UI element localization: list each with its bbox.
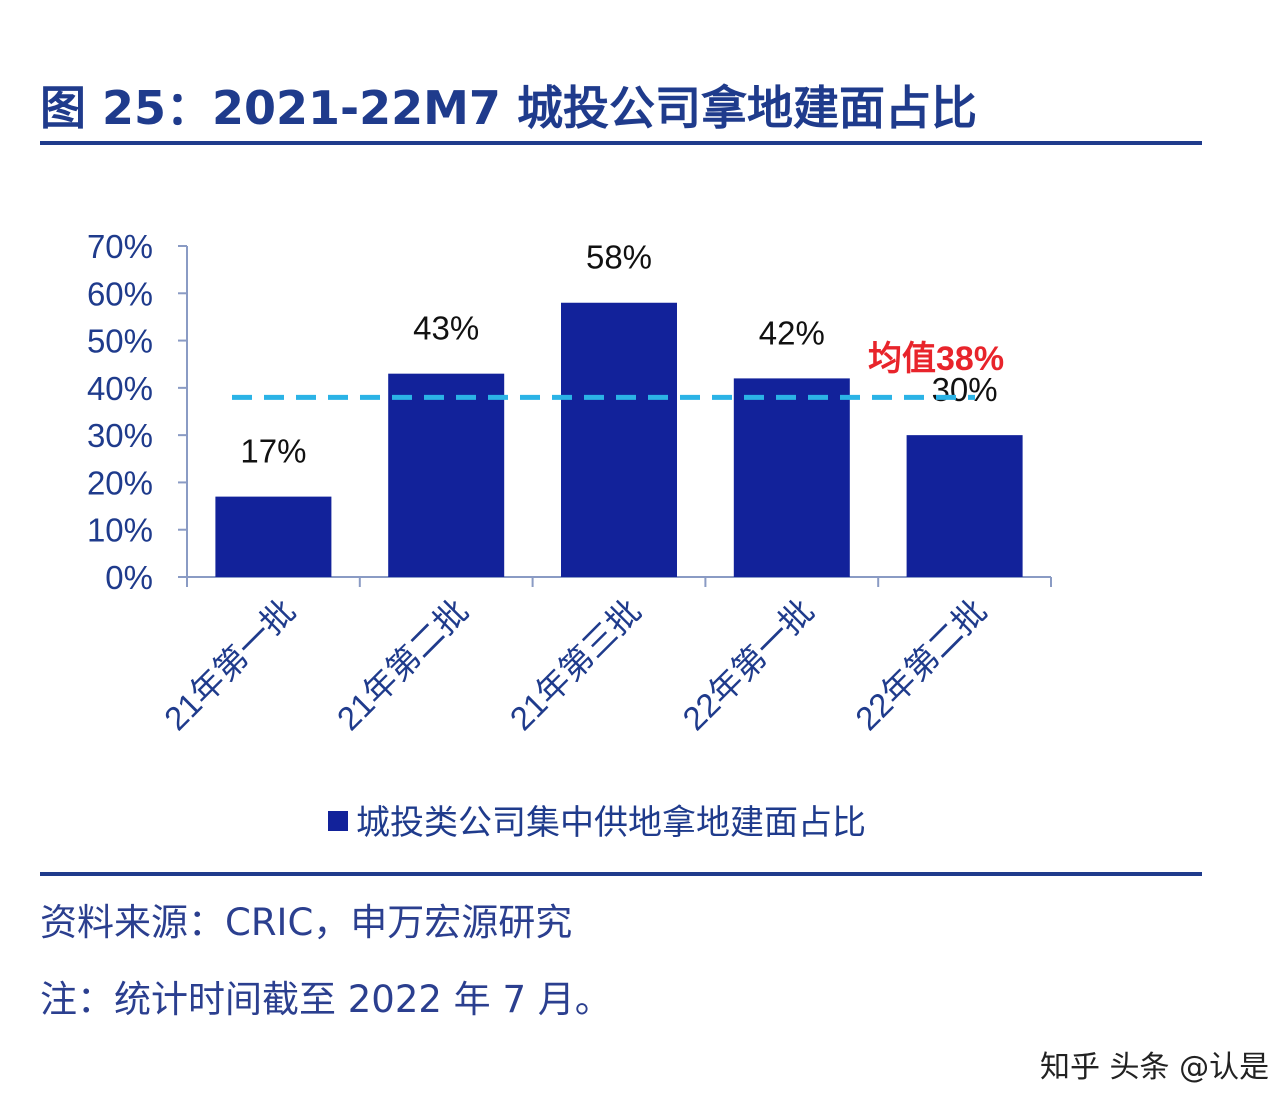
bar xyxy=(561,302,677,577)
legend-label: 城投类公司集中供地拿地建面占比 xyxy=(356,804,866,842)
data-label: 17% xyxy=(240,433,306,470)
source-note: 资料来源：CRIC，申万宏源研究 xyxy=(40,901,573,944)
y-tick-label: 0% xyxy=(105,559,153,596)
x-category-label: 21年第二批 xyxy=(330,592,475,737)
y-tick-label: 20% xyxy=(87,464,153,501)
data-label: 30% xyxy=(932,371,998,408)
title-divider xyxy=(40,141,1202,145)
y-tick-label: 30% xyxy=(87,417,153,454)
y-axis: 0% 10% 20% 30% 40% 50% 60% 70% xyxy=(87,228,188,596)
legend: 城投类公司集中供地拿地建面占比 xyxy=(328,804,866,842)
data-label: 42% xyxy=(759,314,825,351)
footnote: 注：统计时间截至 2022 年 7 月。 xyxy=(40,978,612,1021)
bar xyxy=(733,378,850,577)
bar-chart: 0% 10% 20% 30% 40% 50% 60% 70% 21年第一批 21年第二批 21年第… xyxy=(87,228,1052,842)
figure-title: 图 25：2021-22M7 城投公司拿地建面占比 xyxy=(40,81,977,135)
y-tick-label: 50% xyxy=(87,323,153,360)
y-tick-label: 60% xyxy=(87,275,153,312)
y-tick-label: 70% xyxy=(87,228,153,265)
data-labels: 17% 43% 58% 42% 30% xyxy=(240,239,997,470)
bar xyxy=(906,435,1023,577)
y-tick-label: 40% xyxy=(87,370,153,407)
bar-series xyxy=(215,302,1023,577)
mean-label: 均值38% xyxy=(868,340,1004,378)
bar xyxy=(388,373,505,577)
footer-divider xyxy=(40,872,1202,876)
data-label: 43% xyxy=(413,310,479,347)
x-category-label: 21年第三批 xyxy=(502,592,647,737)
data-label: 58% xyxy=(586,239,652,276)
bar xyxy=(215,496,332,577)
mean-line-group: 均值38% xyxy=(232,340,1004,400)
y-tick-label: 10% xyxy=(87,512,153,549)
legend-swatch xyxy=(328,811,348,831)
x-category-label: 22年第一批 xyxy=(675,592,820,737)
x-category-label: 21年第一批 xyxy=(157,592,302,737)
x-category-label: 22年第二批 xyxy=(848,592,993,737)
watermark: 知乎 头条 @认是 xyxy=(1040,1050,1270,1085)
x-axis: 21年第一批 21年第二批 21年第三批 22年第一批 22年第二批 xyxy=(157,576,1052,737)
